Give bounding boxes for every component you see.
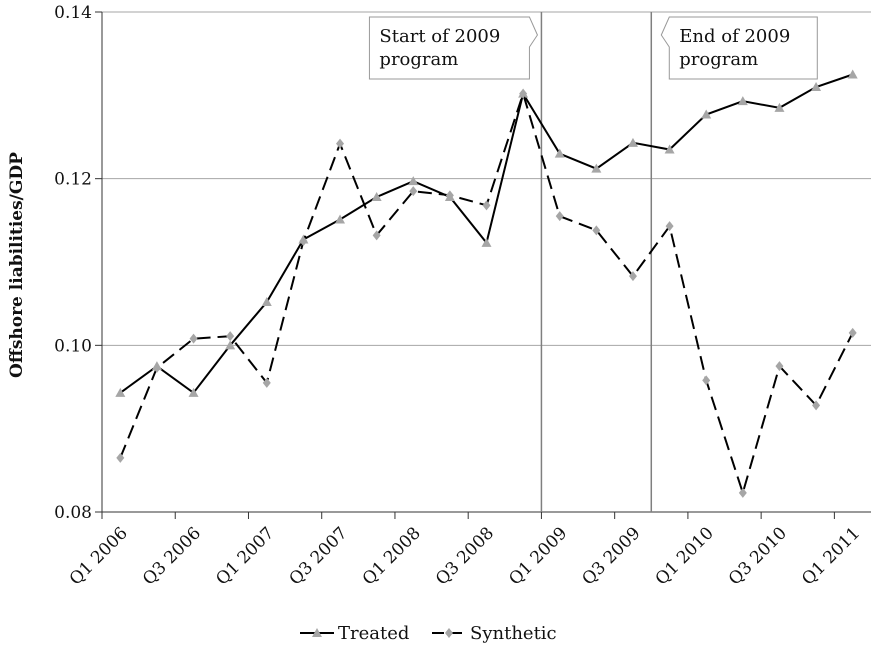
data-point-treated xyxy=(481,237,492,247)
data-point-treated xyxy=(188,387,199,397)
x-tick-label: Q1 2006 xyxy=(66,523,132,589)
annotation-line-1: Start of 2009 xyxy=(379,26,500,47)
data-point-synthetic xyxy=(372,230,381,241)
axes xyxy=(95,11,871,519)
legend: Treated Synthetic xyxy=(300,623,557,644)
data-point-treated xyxy=(811,82,822,91)
data-point-synthetic xyxy=(775,361,784,372)
data-point-synthetic xyxy=(519,88,528,99)
y-tick-label: 0.08 xyxy=(54,503,92,523)
data-point-treated xyxy=(371,192,382,201)
data-point-synthetic xyxy=(665,221,674,232)
x-tick-label: Q1 2008 xyxy=(359,523,425,589)
data-point-treated xyxy=(408,176,419,186)
legend-marker xyxy=(445,628,453,638)
data-point-treated xyxy=(774,102,785,112)
data-point-synthetic xyxy=(482,200,491,211)
data-point-synthetic xyxy=(226,331,235,342)
data-point-synthetic xyxy=(262,377,271,388)
y-tick-label: 0.10 xyxy=(54,336,92,356)
x-tick-labels: Q1 2006 Q3 2006 Q1 2007 Q3 2007 Q1 2008 Q3 20… xyxy=(66,523,864,589)
data-point-synthetic xyxy=(848,327,857,338)
y-axis-label: Offshore liabilities/GDP xyxy=(7,152,27,378)
data-point-treated xyxy=(627,137,638,147)
series-line-synthetic xyxy=(119,90,854,497)
data-point-treated xyxy=(225,340,236,350)
data-point-synthetic xyxy=(812,400,821,411)
data-point-treated xyxy=(115,387,126,397)
x-tick-label: Q3 2007 xyxy=(286,523,352,589)
x-tick-label: Q1 2010 xyxy=(652,523,718,589)
data-point-synthetic xyxy=(555,211,564,222)
data-point-synthetic xyxy=(702,375,711,386)
data-point-treated xyxy=(335,214,346,224)
data-point-treated xyxy=(664,144,675,154)
data-point-treated xyxy=(737,96,748,106)
x-tick-label: Q3 2008 xyxy=(432,523,498,589)
data-point-treated xyxy=(701,109,712,119)
annotation-box xyxy=(368,16,538,80)
annotation-line-1: End of 2009 xyxy=(679,26,790,47)
annotation-line-2: program xyxy=(679,49,758,70)
data-point-treated xyxy=(847,69,858,79)
x-tick-label: Q1 2007 xyxy=(212,523,278,589)
program-lines xyxy=(540,12,653,512)
legend-marker xyxy=(312,628,322,637)
x-tick-label: Q3 2009 xyxy=(578,523,644,589)
data-point-synthetic xyxy=(592,225,601,236)
data-point-synthetic xyxy=(189,333,198,344)
data-point-synthetic xyxy=(628,271,637,282)
data-point-synthetic xyxy=(152,362,161,373)
annotation-line-2: program xyxy=(379,49,458,70)
data-point-synthetic xyxy=(445,190,454,201)
y-tick-label: 0.12 xyxy=(54,170,92,190)
y-tick-labels: 0.08 0.10 0.12 0.14 xyxy=(54,3,92,523)
x-tick-label: Q1 2009 xyxy=(505,523,571,589)
x-tick-label: Q1 2011 xyxy=(798,523,864,589)
legend-label-treated: Treated xyxy=(338,623,409,644)
data-point-treated xyxy=(591,163,602,173)
data-point-treated xyxy=(554,148,565,158)
y-tick-label: 0.14 xyxy=(54,3,92,23)
x-tick-label: Q3 2010 xyxy=(725,523,791,589)
data-point-synthetic xyxy=(299,236,308,247)
data-point-treated xyxy=(261,297,272,306)
annotation-box xyxy=(660,16,818,80)
x-tick-label: Q3 2006 xyxy=(139,523,205,589)
data-point-synthetic xyxy=(336,138,345,149)
data-point-synthetic xyxy=(116,452,125,463)
data-point-synthetic xyxy=(409,186,418,197)
legend-label-synthetic: Synthetic xyxy=(470,623,557,644)
data-point-synthetic xyxy=(738,487,747,498)
series-lines xyxy=(115,69,858,498)
